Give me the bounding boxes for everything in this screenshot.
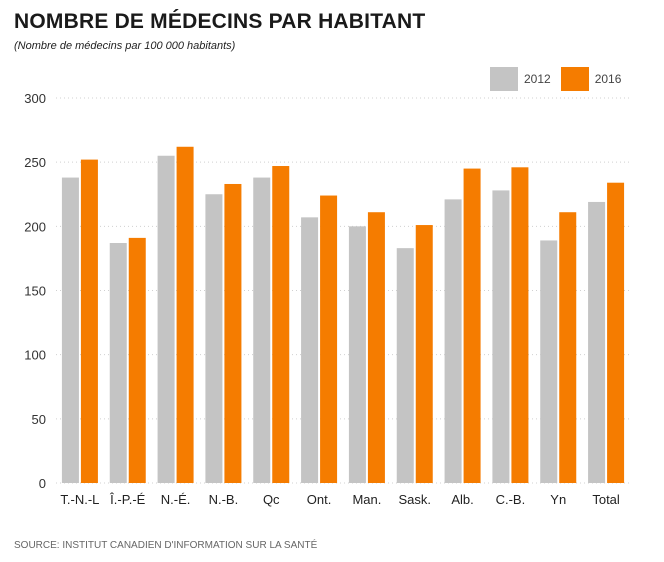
- bar-2016: [367, 212, 385, 483]
- y-tick-label: 0: [39, 476, 46, 491]
- legend-label-2016: 2016: [594, 72, 622, 86]
- y-tick-label: 200: [24, 219, 46, 234]
- x-tick-label: C.-B.: [496, 492, 526, 507]
- bar-2012: [540, 240, 558, 483]
- x-tick-label: Total: [592, 492, 620, 507]
- bar-2012: [109, 243, 127, 483]
- x-tick-label: Alb.: [451, 492, 473, 507]
- bar-2012: [396, 248, 414, 483]
- y-tick-label: 50: [32, 412, 46, 427]
- legend-item-2016: 2016: [560, 67, 622, 91]
- legend-swatch-2016: [560, 67, 589, 91]
- source-note: SOURCE: INSTITUT CANADIEN D'INFORMATION …: [14, 540, 318, 551]
- bar-2012: [444, 199, 462, 483]
- bar-2012: [588, 201, 606, 483]
- bar-2016: [415, 225, 433, 484]
- bar-2016: [463, 168, 481, 484]
- bar-2016: [559, 212, 577, 483]
- chart-subtitle: (Nombre de médecins par 100 000 habitant…: [14, 40, 236, 52]
- x-tick-label: Ont.: [307, 492, 332, 507]
- chart-title: NOMBRE DE MÉDECINS PAR HABITANT: [14, 10, 426, 33]
- y-tick-label: 250: [24, 155, 46, 170]
- bar-2016: [176, 146, 194, 483]
- legend: 2012 2016: [490, 67, 631, 91]
- bar-2016: [272, 166, 290, 483]
- y-tick-label: 300: [24, 91, 46, 106]
- x-tick-label: Yn: [550, 492, 566, 507]
- bar-2012: [492, 190, 510, 483]
- x-tick-label: N.-B.: [209, 492, 239, 507]
- x-tick-label: Man.: [352, 492, 381, 507]
- legend-item-2012: 2012: [490, 67, 551, 91]
- bar-2012: [253, 177, 271, 484]
- bar-2016: [224, 183, 242, 483]
- y-tick-label: 150: [24, 284, 46, 299]
- bar-2016: [607, 182, 625, 483]
- x-tick-label: T.-N.-L: [60, 492, 99, 507]
- x-tick-label: Î.-P.-É: [109, 492, 145, 507]
- legend-swatch-2012: [490, 67, 518, 91]
- bar-2016: [80, 159, 98, 483]
- x-tick-label: Sask.: [398, 492, 431, 507]
- bar-2016: [320, 195, 338, 484]
- bar-2012: [348, 226, 366, 484]
- bar-chart: 0 50 100 150 200 250 300 T.-N.-L Î.-P.-É N.-É. N.-…: [24, 91, 630, 507]
- bar-2016: [511, 167, 529, 484]
- bar-2012: [157, 155, 175, 483]
- bar-2012: [301, 217, 319, 483]
- legend-label-2012: 2012: [524, 72, 551, 86]
- y-tick-label: 100: [24, 348, 46, 363]
- x-tick-label: Qc: [263, 492, 280, 507]
- x-tick-label: N.-É.: [161, 492, 191, 507]
- bar-2012: [61, 177, 79, 484]
- bar-2012: [205, 194, 223, 483]
- bar-2016: [128, 237, 146, 483]
